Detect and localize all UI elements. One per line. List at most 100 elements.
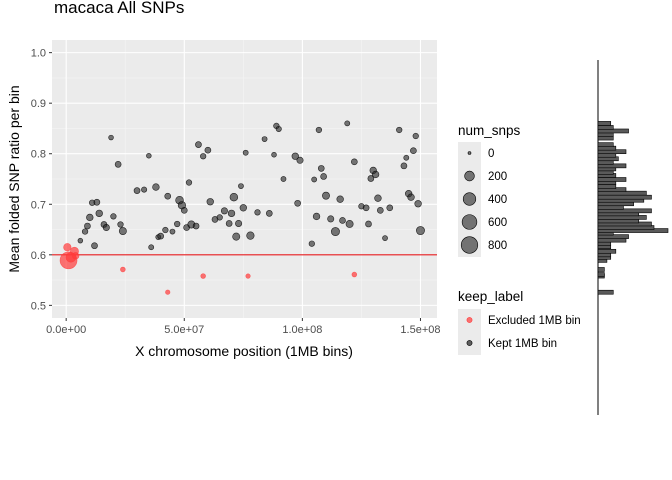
kept-point	[152, 183, 160, 191]
kept-point	[275, 125, 282, 132]
y-tick-label: 0.6	[31, 250, 46, 262]
histogram-bar	[597, 142, 614, 147]
kept-point	[238, 183, 244, 189]
kept-point	[204, 146, 212, 154]
size-legend-key	[462, 192, 477, 206]
excluded-point	[245, 273, 251, 279]
kept-point	[362, 204, 370, 212]
data-points	[59, 120, 425, 295]
kept-point	[206, 198, 214, 206]
kept-point	[336, 195, 344, 203]
kept-point	[220, 207, 228, 215]
kept-point	[157, 232, 164, 240]
histogram-bar	[597, 272, 605, 277]
kept-point	[148, 244, 155, 251]
kept-point	[232, 232, 241, 241]
y-tick-label: 0.5	[31, 300, 46, 312]
kept-point	[185, 179, 193, 186]
kept-point	[371, 170, 380, 179]
x-axis: 0.0e+00 5.0e+07 1.0e+08 1.5e+08	[46, 318, 441, 336]
excluded-point	[165, 289, 171, 295]
kept-point	[351, 158, 358, 166]
kept-point	[382, 235, 388, 242]
kept-point	[312, 212, 321, 221]
histogram-bar	[597, 267, 605, 272]
y-tick-label: 1.0	[31, 48, 46, 60]
x-tick-label: 0.0e+00	[46, 324, 86, 336]
excluded-point	[71, 252, 80, 260]
histogram-bar	[597, 194, 652, 200]
kept-point	[261, 136, 268, 142]
kept-point	[294, 199, 301, 207]
histogram-bar	[597, 121, 612, 126]
kept-point	[374, 194, 382, 202]
kept-point	[91, 242, 98, 250]
kept-point	[376, 207, 384, 214]
kept-point	[114, 161, 122, 168]
color-legend: keep_label Excluded 1MB bin Kept 1MB bin	[458, 289, 581, 355]
kept-point	[216, 214, 223, 221]
kept-point	[174, 220, 181, 228]
color-legend-label: Excluded 1MB bin	[488, 315, 581, 327]
kept-point	[162, 226, 169, 234]
histogram-bar	[597, 184, 617, 189]
kept-point	[200, 153, 207, 160]
kept-point	[320, 173, 327, 180]
size-legend-key	[467, 151, 472, 155]
kept-point	[133, 187, 141, 194]
kept-point	[386, 204, 394, 212]
y-axis: 0.5 0.6 0.7 0.8 0.9 1.0	[31, 48, 52, 312]
kept-point	[110, 213, 117, 220]
y-tick-label: 0.7	[31, 199, 46, 211]
kept-point	[169, 228, 176, 235]
histogram-bar	[597, 177, 627, 182]
kept-point	[180, 207, 188, 214]
kept-point	[117, 221, 124, 228]
kept-point	[315, 126, 323, 134]
x-axis-title: X chromosome position (1MB bins)	[135, 343, 353, 359]
y-tick-label: 0.9	[31, 98, 46, 110]
kept-point	[322, 191, 330, 200]
kept-point	[308, 240, 315, 247]
kept-point	[254, 209, 261, 216]
kept-point	[229, 192, 239, 202]
kept-point	[396, 126, 403, 134]
kept-point	[225, 220, 233, 227]
kept-point	[239, 204, 247, 212]
size-legend-title: num_snps	[458, 123, 521, 138]
color-legend-title: keep_label	[458, 289, 523, 304]
kept-point	[331, 227, 340, 236]
kept-point	[344, 120, 351, 127]
kept-point	[416, 226, 425, 235]
kept-point	[403, 154, 410, 161]
color-legend-key	[466, 340, 473, 346]
x-tick-label: 5.0e+07	[164, 324, 204, 336]
kept-point	[95, 209, 103, 218]
kept-point	[414, 200, 422, 208]
excluded-point	[63, 243, 72, 252]
kept-point	[367, 175, 375, 182]
excluded-point	[351, 271, 358, 278]
size-legend-key	[460, 236, 479, 254]
kept-point	[317, 165, 325, 172]
y-tick-label: 0.8	[31, 149, 46, 161]
kept-point	[195, 141, 202, 148]
x-tick-label: 1.5e+08	[400, 324, 440, 336]
size-legend: num_snps 0 200 400 600 800	[458, 123, 521, 257]
size-legend-key	[464, 170, 475, 182]
kept-point	[118, 227, 127, 236]
kept-point	[141, 186, 148, 193]
excluded-point	[200, 273, 206, 279]
kept-point	[242, 149, 249, 156]
kept-point	[235, 219, 243, 227]
kept-point	[265, 210, 273, 217]
size-legend-label: 0	[488, 148, 494, 160]
color-legend-key	[466, 317, 473, 323]
color-legend-label: Kept 1MB bin	[488, 338, 557, 350]
marginal-histogram	[597, 60, 669, 415]
kept-point	[327, 215, 335, 223]
kept-point	[339, 217, 346, 224]
y-axis-title: Mean folded SNP ratio per bin	[6, 85, 22, 272]
kept-point	[93, 198, 101, 206]
